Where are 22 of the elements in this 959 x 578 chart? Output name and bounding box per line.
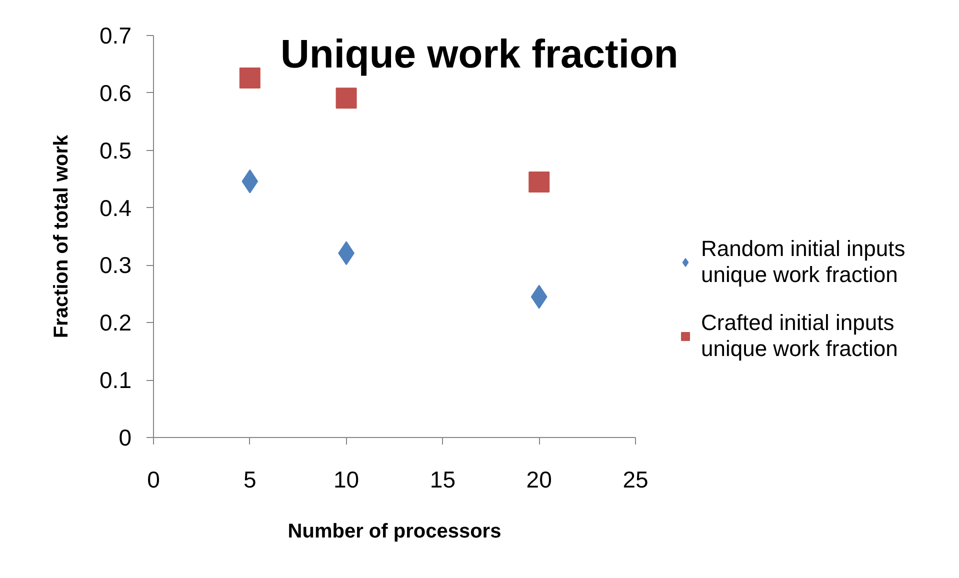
y-tick-label: 0.6 bbox=[100, 80, 132, 106]
x-tick-label: 0 bbox=[147, 466, 160, 492]
x-tick-label: 25 bbox=[622, 466, 648, 492]
legend-label: Random initial inputs unique work fraction bbox=[701, 236, 906, 288]
point bbox=[336, 88, 357, 109]
x-tick-label: 10 bbox=[334, 466, 360, 492]
legend-label: Crafted initial inputs unique work fraction bbox=[701, 310, 898, 362]
y-tick-label: 0.4 bbox=[100, 194, 132, 221]
y-tick-label: 0.3 bbox=[100, 252, 132, 278]
y-tick-label: 0.2 bbox=[100, 310, 132, 336]
y-tick-label: 0.1 bbox=[100, 367, 132, 394]
x-tick-label: 20 bbox=[526, 466, 552, 492]
point bbox=[528, 171, 550, 192]
x-tick-label: 5 bbox=[244, 466, 256, 492]
y-tick-label: 0.5 bbox=[100, 137, 132, 164]
x-tick-label: 15 bbox=[430, 466, 456, 492]
y-tick-label: 0.7 bbox=[100, 22, 132, 48]
chart-title: Unique work fraction bbox=[280, 32, 678, 76]
point bbox=[239, 67, 260, 88]
y-tick-label: 0 bbox=[118, 424, 132, 450]
x-axis-title: Number of processors bbox=[288, 520, 502, 542]
y-axis-title: Fraction of total work bbox=[50, 134, 73, 338]
